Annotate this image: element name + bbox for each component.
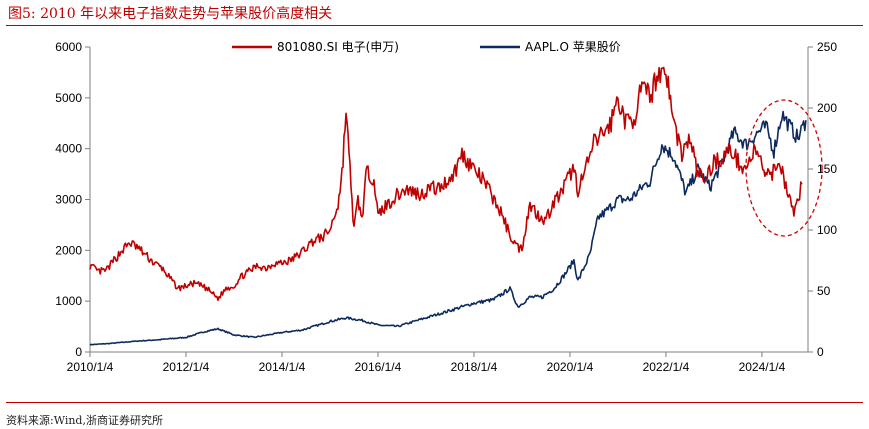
y-left-tick-label: 0	[75, 345, 82, 359]
figure-source: 资料来源:Wind,浙商证券研究所	[6, 414, 163, 427]
x-tick-label: 2014/1/4	[259, 360, 306, 374]
y-left-tick-label: 5000	[55, 91, 82, 105]
source-rule	[6, 402, 863, 403]
x-tick-label: 2020/1/4	[547, 360, 594, 374]
y-left-tick-label: 1000	[55, 294, 82, 308]
chart-lines	[89, 66, 807, 346]
chart-axes: 0 1000 2000 3000 4000 5000 6000 0 50 100 150 200 250…	[55, 40, 837, 374]
series-line-electronics	[89, 66, 803, 301]
y-right-tick-label: 150	[817, 162, 837, 176]
figure-title: 图5: 2010 年以来电子指数走势与苹果股价高度相关	[8, 6, 333, 22]
y-left-tick-label: 3000	[55, 193, 82, 207]
x-tick-label: 2012/1/4	[163, 360, 210, 374]
x-tick-label: 2016/1/4	[355, 360, 402, 374]
y-right-tick-label: 200	[817, 101, 837, 115]
legend-label-electronics: 801080.SI 电子(申万)	[277, 40, 399, 54]
series-line-aapl	[89, 110, 807, 346]
y-right-tick-label: 0	[817, 345, 824, 359]
chart-legend: 801080.SI 电子(申万) AAPL.O 苹果股价	[232, 40, 621, 54]
y-left-tick-label: 2000	[55, 243, 82, 257]
y-right-tick-label: 50	[817, 284, 831, 298]
x-tick-label: 2010/1/4	[67, 360, 114, 374]
x-tick-label: 2022/1/4	[643, 360, 690, 374]
y-left-tick-label: 4000	[55, 142, 82, 156]
highlight-ellipse	[745, 99, 823, 237]
y-right-tick-label: 250	[817, 40, 837, 54]
x-tick-label: 2018/1/4	[451, 360, 498, 374]
y-left-tick-label: 6000	[55, 40, 82, 54]
y-right-tick-label: 100	[817, 223, 837, 237]
title-rule	[6, 25, 863, 26]
x-tick-label: 2024/1/4	[739, 360, 786, 374]
legend-label-aapl: AAPL.O 苹果股价	[525, 40, 621, 54]
